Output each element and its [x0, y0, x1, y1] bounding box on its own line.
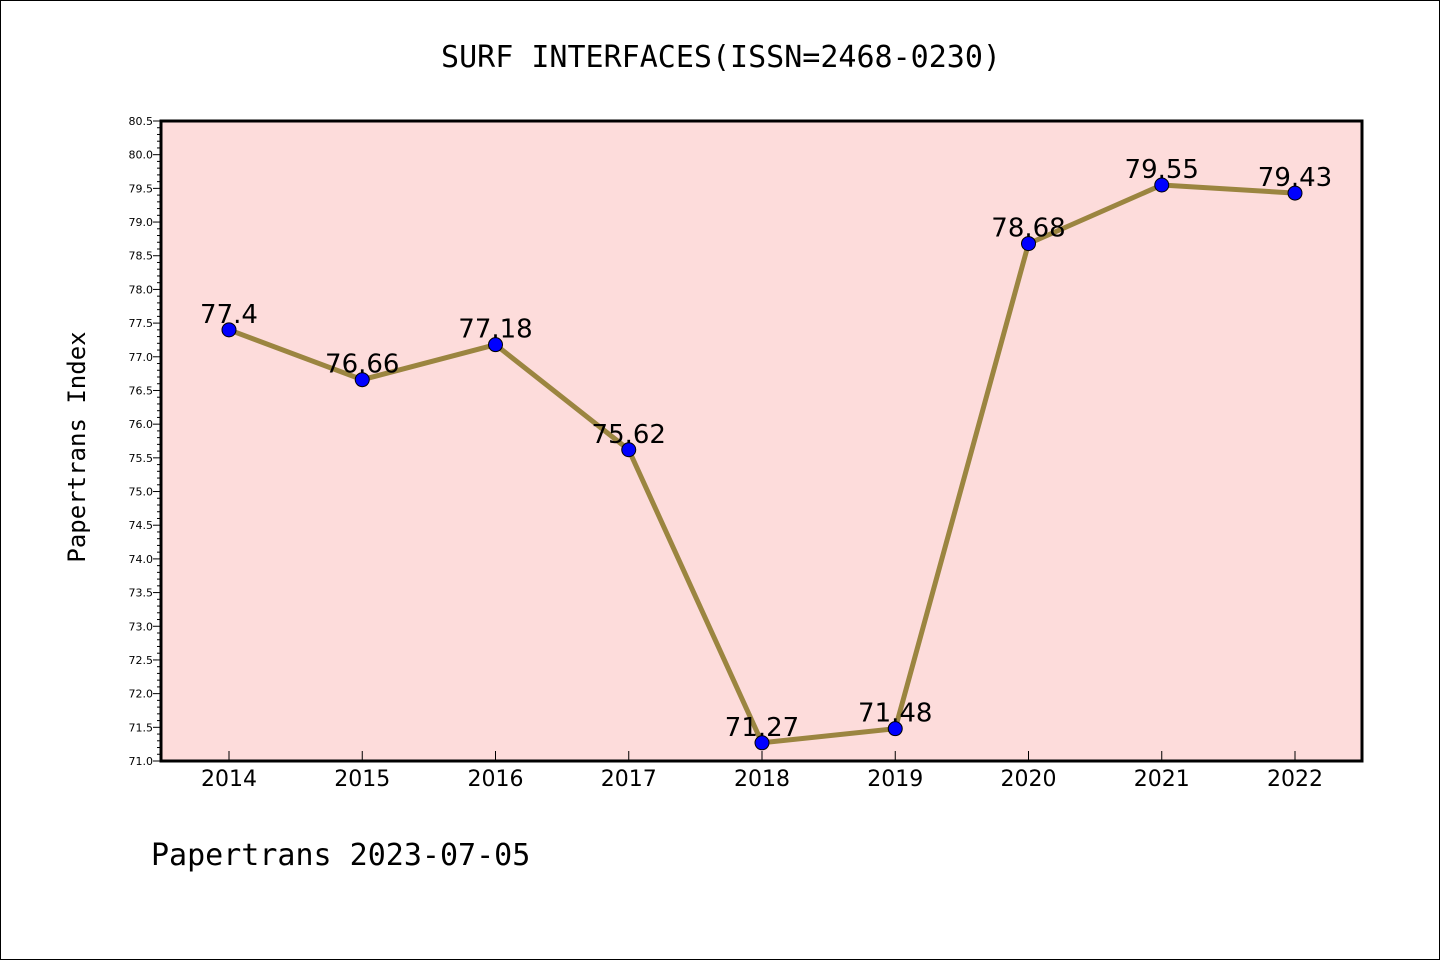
x-tick-label: 2021 — [1134, 767, 1190, 792]
y-tick-label: 80.0 — [129, 149, 154, 162]
y-tick-label: 74.0 — [129, 553, 154, 566]
data-label: 77.4 — [200, 300, 258, 330]
y-tick-label: 75.0 — [129, 486, 154, 499]
data-label: 76.66 — [325, 350, 399, 380]
data-label: 75.62 — [592, 420, 666, 450]
footer-date-stamp: Papertrans 2023-07-05 — [151, 838, 530, 873]
y-tick-label: 75.5 — [129, 452, 154, 465]
y-tick-label: 77.5 — [129, 317, 154, 330]
series-markers — [221, 177, 1303, 751]
y-tick-label: 78.0 — [129, 283, 154, 296]
y-tick-label: 72.5 — [129, 654, 154, 667]
data-label: 77.18 — [458, 315, 532, 345]
y-tick-label: 71.0 — [129, 755, 154, 768]
data-label: 71.48 — [858, 699, 932, 729]
data-point — [1287, 185, 1303, 201]
y-tick-label: 74.5 — [129, 519, 154, 532]
y-tick-label: 76.0 — [129, 418, 154, 431]
data-label: 71.27 — [725, 713, 799, 743]
x-axis-tick-labels: 2014 2015 2016 2017 2018 2019 2020 2021 2022 — [201, 767, 1323, 792]
chart-title: SURF INTERFACES(ISSN=2468-0230) — [441, 40, 1001, 75]
x-tick-label: 2020 — [1001, 767, 1057, 792]
y-tick-label: 78.5 — [129, 250, 154, 263]
data-label: 79.43 — [1258, 163, 1332, 193]
data-labels: 77.4 76.66 77.18 75.62 71.27 71.48 78.68 79.55 7… — [200, 155, 1332, 743]
y-axis-tick-labels: 71.0 71.5 72.0 72.5 73.0 73.5 74.0 74.5 75.0 75.5… — [129, 115, 154, 768]
y-tick-label: 77.0 — [129, 351, 154, 364]
data-point — [621, 442, 637, 458]
data-point — [221, 322, 237, 338]
y-tick-label: 71.5 — [129, 721, 154, 734]
plot-area — [159, 119, 1364, 763]
data-point — [1154, 177, 1170, 193]
x-tick-label: 2022 — [1267, 767, 1323, 792]
data-label: 79.55 — [1125, 155, 1199, 185]
y-axis-label: Papertrans Index — [63, 331, 91, 562]
y-axis-ticks — [153, 120, 161, 762]
x-tick-label: 2015 — [334, 767, 390, 792]
y-tick-label: 76.5 — [129, 384, 154, 397]
x-tick-label: 2018 — [734, 767, 790, 792]
y-tick-label: 79.5 — [129, 182, 154, 195]
data-point — [488, 337, 503, 353]
data-label: 78.68 — [991, 214, 1065, 244]
y-tick-label: 79.0 — [129, 216, 154, 229]
y-tick-label: 80.5 — [129, 115, 154, 128]
data-point — [354, 372, 370, 388]
x-tick-label: 2019 — [867, 767, 923, 792]
data-point — [754, 735, 770, 751]
x-tick-label: 2017 — [601, 767, 657, 792]
data-point — [887, 721, 903, 737]
y-tick-label: 73.5 — [129, 587, 154, 600]
data-point — [1021, 236, 1036, 252]
x-axis-ticks — [228, 751, 1296, 761]
x-tick-label: 2016 — [468, 767, 524, 792]
y-tick-label: 72.0 — [129, 688, 154, 701]
y-tick-label: 73.0 — [129, 620, 154, 633]
x-tick-label: 2014 — [201, 767, 257, 792]
